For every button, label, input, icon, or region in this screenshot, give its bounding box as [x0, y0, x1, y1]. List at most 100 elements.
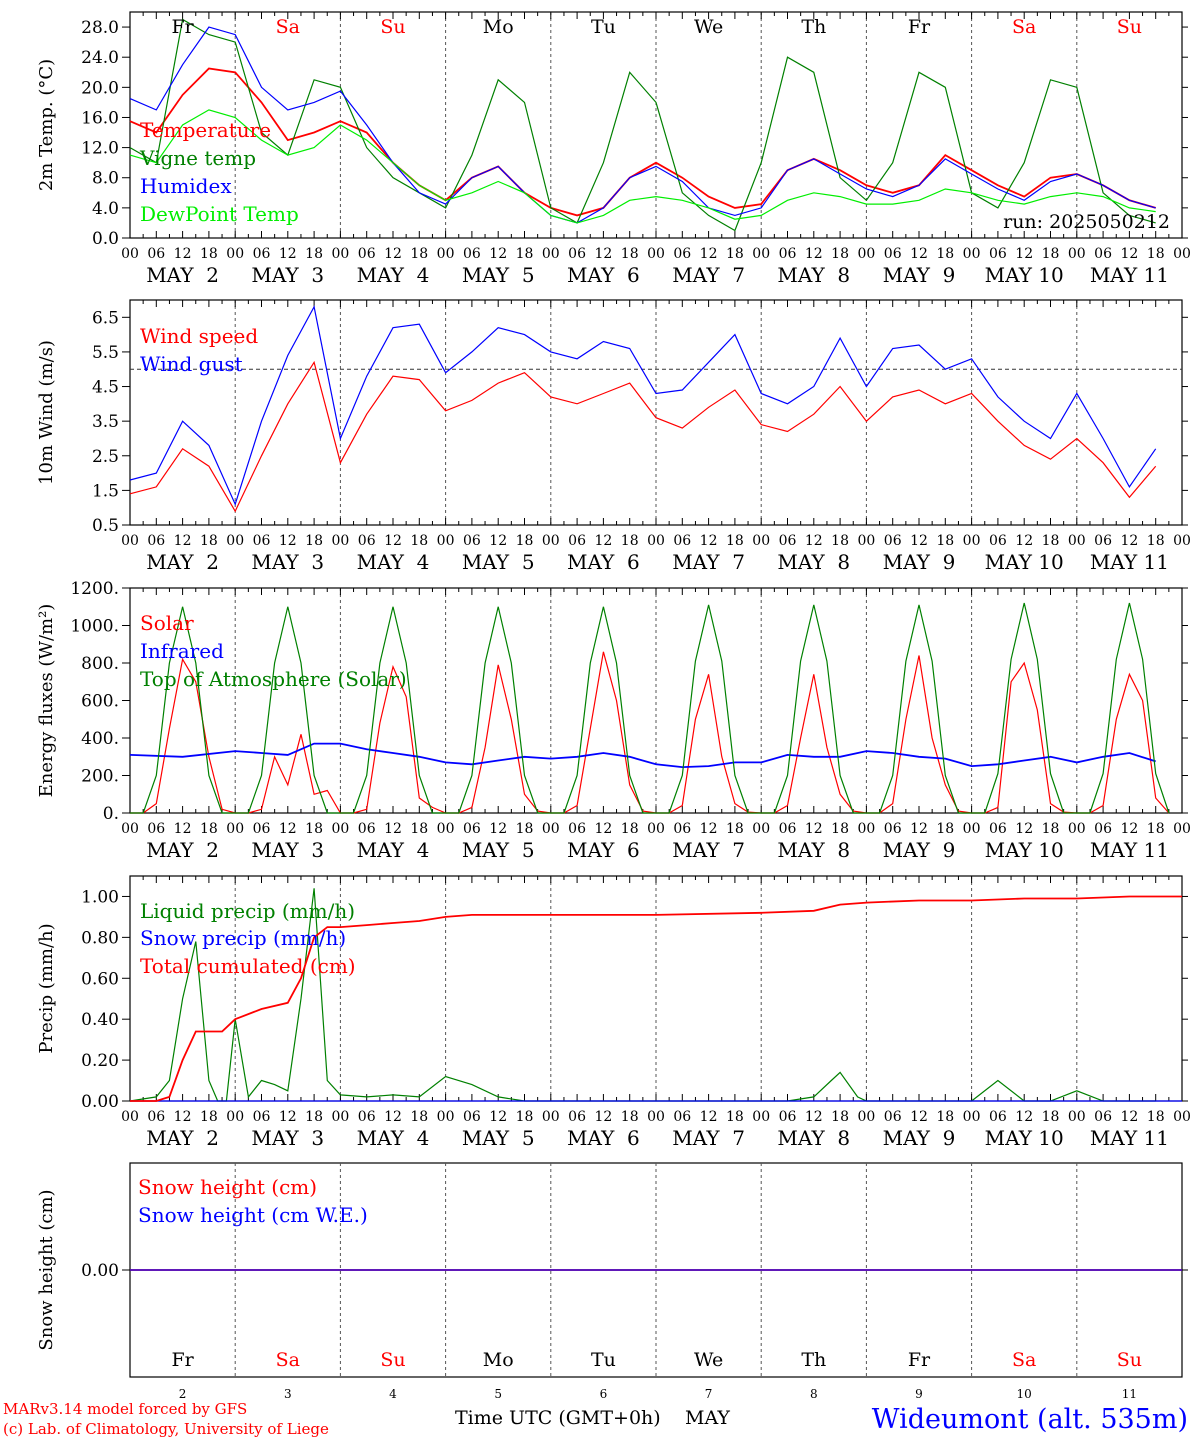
hour-label: 06: [884, 533, 902, 549]
date-label: MAY 4: [357, 838, 430, 862]
weekday-label: Sa: [276, 1349, 300, 1371]
hour-label: 18: [1147, 533, 1165, 549]
y-tick-label: 3.5: [92, 412, 119, 432]
hour-label: 00: [542, 1109, 560, 1125]
footer: MARv3.14 model forced by GFS (c) Lab. of…: [3, 1400, 1188, 1438]
weekday-label: Fr: [171, 1349, 194, 1371]
y-tick-label: 200.: [81, 767, 119, 787]
y-tick-label: 1.5: [92, 481, 119, 501]
day-number-label: 11: [1122, 1387, 1137, 1401]
hour-label: 00: [857, 533, 875, 549]
hour-label: 00: [857, 246, 875, 262]
y-tick-label: 12.0: [81, 139, 119, 159]
legend-entry: Snow height (cm): [138, 1175, 317, 1199]
y-tick-label: 0.: [103, 804, 119, 824]
hour-label: 00: [1068, 246, 1086, 262]
hour-label: 00: [331, 246, 349, 262]
hour-label: 12: [1015, 1109, 1033, 1125]
hour-label: 00: [331, 821, 349, 837]
series-line-humidex: [129, 26, 1156, 224]
hour-label: 18: [410, 533, 428, 549]
hour-label: 06: [147, 821, 165, 837]
date-label: MAY 11: [1090, 550, 1169, 574]
date-label: MAY 2: [146, 838, 219, 862]
weekday-label: Th: [801, 1349, 826, 1371]
hour-label: 18: [621, 1109, 639, 1125]
hour-label: 18: [1147, 1109, 1165, 1125]
hour-label: 12: [594, 533, 612, 549]
hour-label: 00: [437, 1109, 455, 1125]
series-line-dewpoint-temp: [129, 109, 1156, 224]
weekday-label: Su: [1117, 1349, 1142, 1371]
hour-label: 12: [174, 821, 192, 837]
date-label: MAY 2: [146, 263, 219, 287]
panel-5: 0.00 Snow height (cm) Snow height (cm) Snow…: [36, 1162, 1188, 1401]
hour-label: 12: [1120, 1109, 1138, 1125]
hour-label: 00: [121, 821, 139, 837]
hour-label: 18: [726, 246, 744, 262]
hour-label: 12: [384, 533, 402, 549]
hour-label: 06: [779, 821, 797, 837]
y-axis-label: Precip (mm/h): [36, 923, 57, 1053]
hour-label: 12: [489, 1109, 507, 1125]
hour-label: 12: [1120, 821, 1138, 837]
weekday-label: Su: [380, 1349, 405, 1371]
day-number-label: 9: [915, 1387, 923, 1401]
legend-entry: Snow height (cm W.E.): [138, 1203, 368, 1227]
hour-label: 18: [726, 1109, 744, 1125]
hour-label: 18: [936, 1109, 954, 1125]
hour-label: 06: [568, 533, 586, 549]
date-label: MAY 2: [146, 550, 219, 574]
hour-label: 18: [936, 821, 954, 837]
date-label: MAY 9: [883, 1126, 956, 1150]
series-line-temperature: [129, 67, 1156, 217]
hour-label: 06: [253, 821, 271, 837]
hour-label: 06: [673, 1109, 691, 1125]
date-label: MAY 4: [357, 1126, 430, 1150]
run-annotation: run: 2025050212: [1003, 211, 1170, 233]
hour-label: 00: [1068, 1109, 1086, 1125]
hour-label: 06: [253, 533, 271, 549]
weekday-label: Sa: [1012, 16, 1036, 38]
hour-label: 12: [384, 246, 402, 262]
hour-label: 18: [726, 821, 744, 837]
weekday-label: Fr: [908, 1349, 931, 1371]
date-label: MAY 8: [777, 838, 850, 862]
date-label: MAY 10: [985, 263, 1064, 287]
y-tick-label: 4.5: [92, 378, 119, 398]
hour-label: 06: [989, 246, 1007, 262]
hour-label: 18: [1147, 821, 1165, 837]
legend-entry: DewPoint Temp: [140, 202, 299, 226]
hour-label: 06: [568, 246, 586, 262]
date-label: MAY 5: [462, 1126, 535, 1150]
y-tick-label: 1000.: [70, 617, 119, 637]
hour-label: 06: [463, 246, 481, 262]
hour-label: 06: [884, 246, 902, 262]
hour-label: 18: [410, 1109, 428, 1125]
series-line-infrared: [129, 742, 1156, 769]
legend-entry: Humidex: [140, 174, 232, 198]
y-tick-label: 0.60: [81, 969, 119, 989]
legend-entry: Top of Atmosphere (Solar): [140, 667, 407, 691]
hour-label: 06: [358, 246, 376, 262]
hour-label: 06: [884, 821, 902, 837]
hour-label: 00: [647, 246, 665, 262]
day-number-label: 2: [179, 1387, 187, 1401]
weekday-label: Mo: [483, 16, 514, 38]
hour-label: 12: [489, 246, 507, 262]
hour-label: 06: [568, 821, 586, 837]
y-tick-label: 20.0: [81, 78, 119, 98]
hour-label: 18: [936, 533, 954, 549]
hour-label: 18: [305, 821, 323, 837]
legend-entry: Snow precip (mm/h): [140, 926, 346, 950]
date-label: MAY 11: [1090, 1126, 1169, 1150]
weekday-label: Fr: [171, 16, 194, 38]
hour-label: 18: [516, 246, 534, 262]
y-tick-label: 0.5: [92, 516, 119, 536]
hour-label: 00: [226, 246, 244, 262]
hour-label: 00: [752, 821, 770, 837]
hour-label: 00: [437, 246, 455, 262]
weekday-label: We: [694, 16, 723, 38]
hour-label: 12: [594, 821, 612, 837]
